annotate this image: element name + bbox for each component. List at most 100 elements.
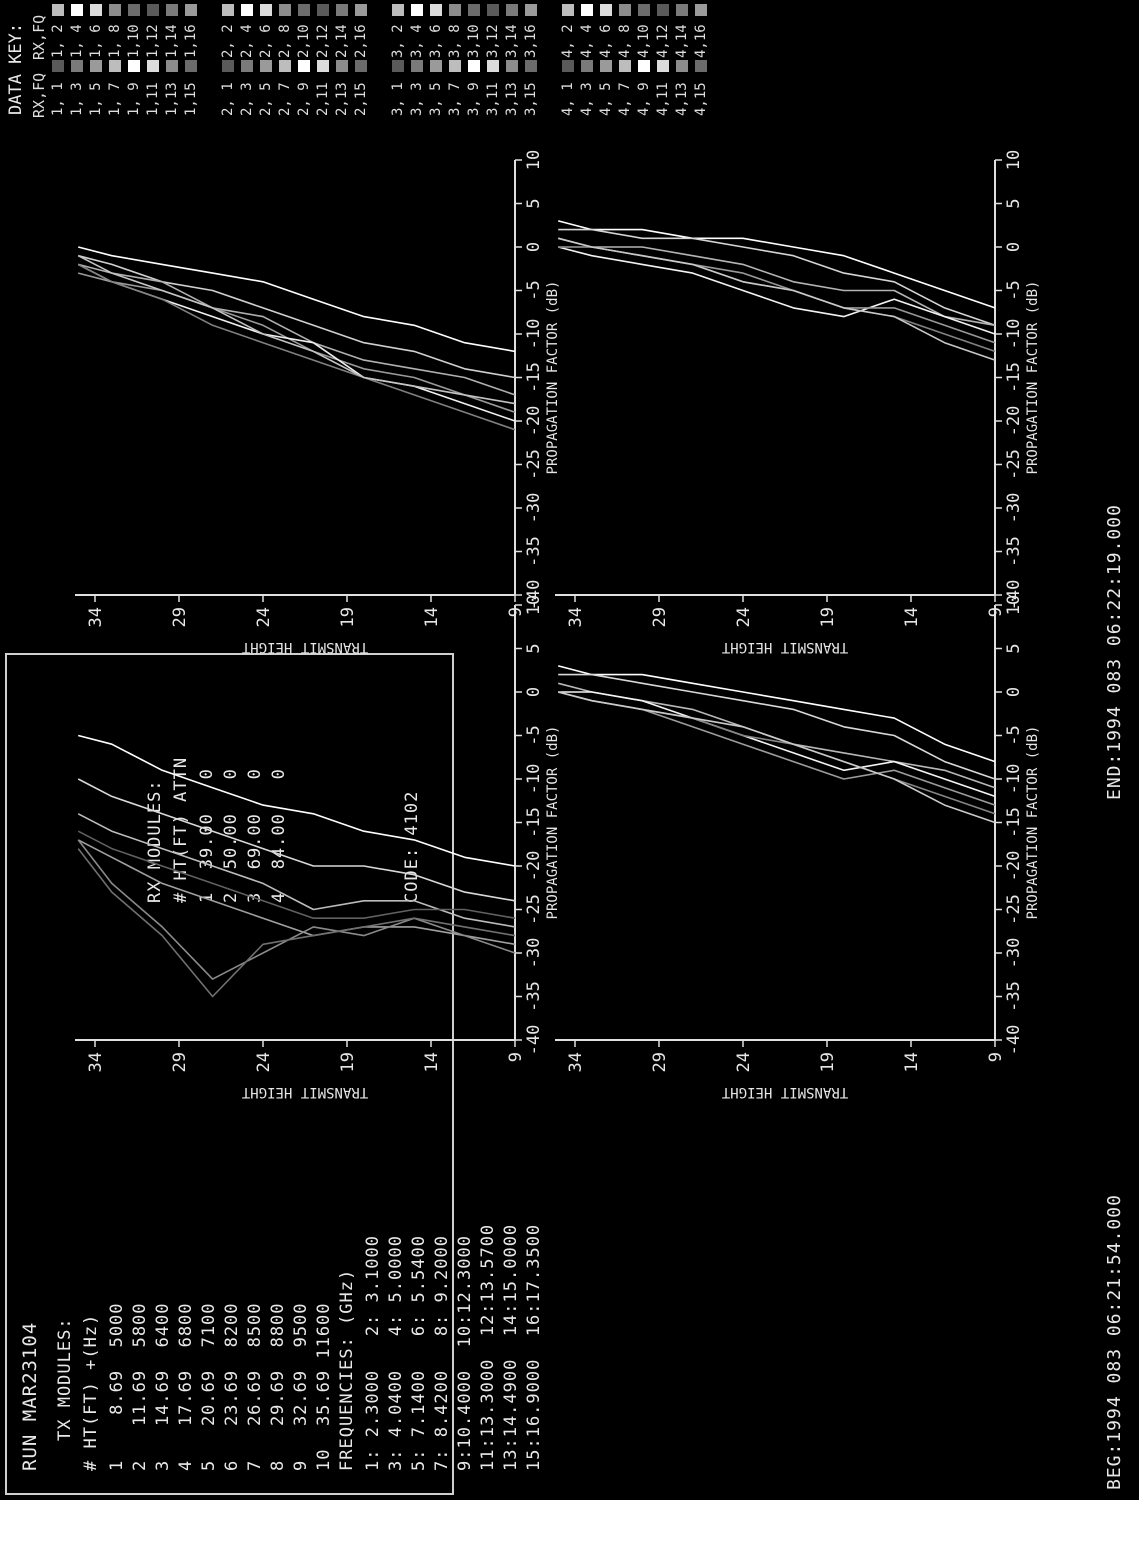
data-key-swatch [52,60,64,72]
data-key-label: 4, 6 [598,24,614,58]
data-key-label: 2,13 [334,82,350,116]
y-tick-label: 24 [254,607,274,627]
series-line-4 [558,691,996,798]
x-tick-label: 5 [524,198,544,208]
data-key-label: 4, 5 [598,82,614,116]
data-key-swatch [449,4,461,16]
data-key-swatch [185,4,197,16]
data-key-label: 2,16 [353,24,369,58]
data-key-swatch [676,4,688,16]
x-tick-label: -15 [524,807,544,838]
data-key-swatch [695,60,707,72]
x-tick-label: -5 [524,280,544,300]
series-line-1 [557,665,996,763]
x-axis-label: PROPAGATION FACTOR (dB) [545,281,561,475]
data-key-label: 3,15 [523,82,539,116]
data-key-label: 2,12 [315,24,331,58]
data-key-swatch [109,60,121,72]
data-key-label: 4, 3 [579,82,595,116]
y-axis-label: TRANSMIT HEIGHT [241,1084,368,1100]
series-line-1 [77,246,516,353]
data-key-swatch [52,4,64,16]
x-axis-label: PROPAGATION FACTOR (dB) [1025,281,1041,475]
data-key-swatch [392,60,404,72]
y-tick-label: 14 [902,607,922,627]
x-tick-label: -25 [1004,449,1024,480]
y-axis-label: TRANSMIT HEIGHT [241,639,368,655]
data-key-label: 3, 5 [428,82,444,116]
y-tick-label: 24 [734,607,754,627]
y-tick-label: 14 [422,1052,442,1072]
series-line-4 [557,246,996,335]
data-key-swatch [487,60,499,72]
data-key-swatch [449,60,461,72]
data-key-label: 2,10 [296,24,312,58]
y-tick-label: 19 [818,607,838,627]
x-tick-label: -40 [1004,1025,1024,1056]
data-key-swatch [638,60,650,72]
data-key-label: 4, 2 [560,24,576,58]
y-tick-label: 29 [170,1052,190,1072]
data-key-label: 3, 9 [466,82,482,116]
data-key-label: 1, 7 [107,82,123,116]
x-tick-label: -30 [524,493,544,524]
data-key-label: 4,10 [636,24,652,58]
data-key-label: 2, 3 [239,82,255,116]
y-tick-label: 29 [650,1052,670,1072]
data-key-swatch [355,4,367,16]
data-key-swatch [90,60,102,72]
data-key-label: 1,14 [164,24,180,58]
data-key-swatch [392,4,404,16]
y-axis-label: TRANSMIT HEIGHT [721,1084,848,1100]
data-key-label: 1,10 [126,24,142,58]
data-key-swatch [317,60,329,72]
data-key-swatch [166,4,178,16]
x-tick-label: -20 [524,851,544,882]
x-tick-label: -40 [524,1025,544,1056]
data-key-title: DATA KEY: [6,22,26,115]
x-tick-label: -15 [1004,807,1024,838]
x-tick-label: 10 [1004,595,1024,615]
series-line-6 [77,848,516,998]
data-key-swatch [336,60,348,72]
data-key-swatch [695,4,707,16]
x-tick-label: 0 [1004,242,1024,252]
x-tick-label: 5 [1004,198,1024,208]
data-key-swatch [487,4,499,16]
data-key-swatch [90,4,102,16]
x-tick-label: 10 [524,150,544,170]
begin-timestamp: BEG:1994 083 06:21:54.000 [1104,1194,1125,1490]
data-key-swatch [638,4,650,16]
data-key-swatch [71,4,83,16]
x-tick-label: -20 [524,406,544,437]
data-key-swatch [525,60,537,72]
data-key-label: 2, 8 [277,24,293,58]
chart-area: -40 -35 -30 -25 -20 -15 -10 -5 0 5 10 9 14 19 24 29 34 PR… [75,150,1041,1100]
data-key-swatch [411,4,423,16]
x-tick-label: -25 [524,449,544,480]
x-tick-label: -10 [524,319,544,350]
y-tick-label: 9 [506,1052,526,1062]
data-key-swatch [128,60,140,72]
data-key-label: 2, 5 [258,82,274,116]
chart-panel-3: -40-35-30-25-20-15-10-5051091419242934PR… [555,595,1041,1100]
y-tick-label: 34 [86,1052,106,1072]
data-key-label: 1,15 [183,82,199,116]
data-key-label: 2, 1 [220,82,236,116]
data-key-label: 1,13 [164,82,180,116]
data-key-label: 3, 7 [447,82,463,116]
y-tick-label: 34 [566,607,586,627]
data-key-label: 4,16 [693,24,709,58]
x-tick-label: 0 [524,242,544,252]
x-tick-label: -35 [524,981,544,1012]
data-key-swatch [279,60,291,72]
data-key-swatch [525,4,537,16]
x-tick-label: -35 [1004,536,1024,567]
data-key-swatch [581,4,593,16]
data-key-swatch [298,4,310,16]
x-tick-label: -15 [1004,362,1024,393]
data-key-swatch [468,4,480,16]
y-tick-label: 9 [506,607,526,617]
data-key-label: 1, 1 [50,82,66,116]
